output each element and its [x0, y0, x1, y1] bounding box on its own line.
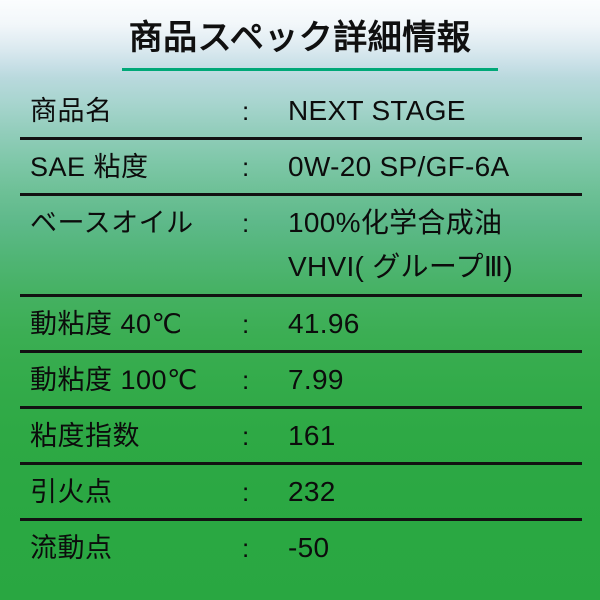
- table-row: ベースオイル : 100%化学合成油 VHVI( グループⅢ): [0, 196, 600, 297]
- spec-colon: :: [242, 152, 250, 182]
- spec-colon: :: [242, 208, 250, 238]
- table-row: 引火点 : 232: [0, 465, 600, 521]
- spec-colon: :: [242, 309, 250, 339]
- table-row: 流動点 : -50: [0, 521, 600, 577]
- spec-label: SAE 粘度: [30, 152, 149, 182]
- spec-table: 商品名 : NEXT STAGE SAE 粘度 : 0W-20 SP/GF-6A…: [0, 84, 600, 577]
- spec-value: 100%化学合成油 VHVI( グループⅢ): [288, 196, 582, 290]
- spec-colon: :: [242, 96, 250, 126]
- spec-colon: :: [242, 477, 250, 507]
- spec-label: 動粘度 100℃: [30, 365, 198, 395]
- spec-value: 0W-20 SP/GF-6A: [288, 151, 510, 182]
- table-row: 動粘度 100℃ : 7.99: [0, 353, 600, 409]
- spec-label: 引火点: [30, 477, 113, 507]
- spec-value: 41.96: [288, 308, 360, 339]
- table-row: 商品名 : NEXT STAGE: [0, 84, 600, 140]
- spec-label: 動粘度 40℃: [30, 309, 183, 339]
- spec-value: 7.99: [288, 364, 344, 395]
- page-title: 商品スペック詳細情報: [0, 16, 600, 60]
- spec-value: -50: [288, 532, 330, 563]
- table-row: 動粘度 40℃ : 41.96: [0, 297, 600, 353]
- spec-label: ベースオイル: [30, 208, 194, 238]
- spec-colon: :: [242, 421, 250, 451]
- table-row: SAE 粘度 : 0W-20 SP/GF-6A: [0, 140, 600, 196]
- spec-value: 232: [288, 476, 336, 507]
- spec-value: 161: [288, 420, 336, 451]
- title-underline-rule: [122, 68, 498, 71]
- spec-label: 粘度指数: [30, 421, 140, 451]
- spec-label: 商品名: [30, 96, 113, 126]
- spec-value-line-1: 100%化学合成油: [288, 207, 503, 238]
- spec-value-line-2: VHVI( グループⅢ): [288, 251, 514, 282]
- page-title-text: 商品スペック詳細情報: [128, 19, 472, 57]
- spec-value: NEXT STAGE: [288, 95, 466, 126]
- spec-label: 流動点: [30, 533, 113, 563]
- spec-colon: :: [242, 365, 250, 395]
- table-row: 粘度指数 : 161: [0, 409, 600, 465]
- spec-colon: :: [242, 533, 250, 563]
